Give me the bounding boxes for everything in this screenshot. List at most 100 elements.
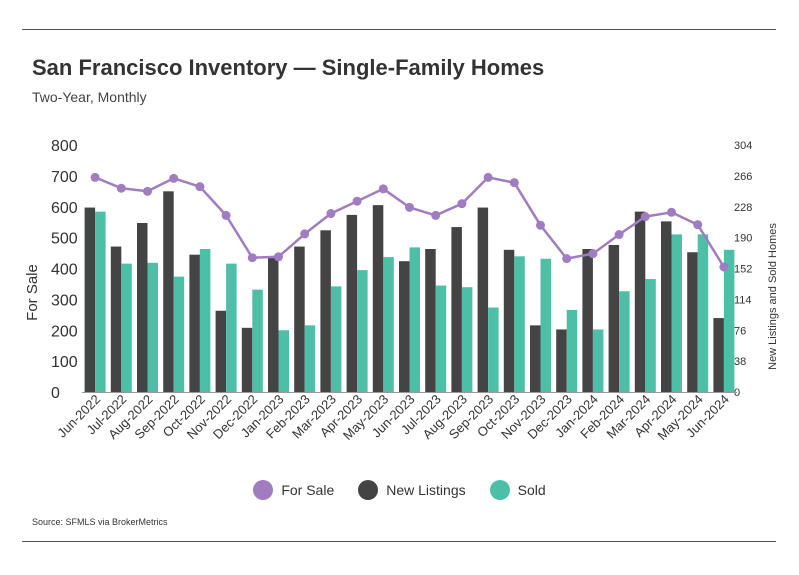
new-listings-bar bbox=[215, 310, 227, 392]
right-axis-tick-label: 38 bbox=[734, 356, 746, 368]
new-listings-bar bbox=[713, 318, 724, 392]
sold-bar bbox=[540, 258, 551, 392]
sold-bar bbox=[121, 263, 132, 392]
sold-bar bbox=[619, 291, 630, 392]
new-listings-bar bbox=[189, 254, 200, 392]
top-rule bbox=[22, 29, 776, 30]
chart-title: San Francisco Inventory — Single-Family … bbox=[32, 55, 545, 80]
new-listings-bar bbox=[241, 327, 253, 392]
new-listings-bar bbox=[425, 249, 436, 392]
for-sale-point bbox=[326, 209, 336, 219]
new-listings-bar bbox=[320, 230, 331, 392]
for-sale-point bbox=[509, 178, 519, 188]
new-listings-bar bbox=[110, 246, 122, 392]
new-listings-bar bbox=[294, 246, 305, 392]
for-sale-point bbox=[169, 173, 179, 183]
left-axis-tick-label: 0 bbox=[51, 385, 60, 402]
legend-marker-for-sale bbox=[253, 480, 274, 500]
right-axis-title: New Listings and Sold Homes bbox=[767, 223, 779, 370]
for-sale-point bbox=[143, 186, 152, 196]
legend-label-for-sale: For Sale bbox=[281, 482, 335, 498]
right-axis-tick-label: 0 bbox=[734, 387, 740, 399]
chart-subtitle: Two-Year, Monthly bbox=[32, 89, 147, 105]
left-axis-tick-label: 400 bbox=[51, 262, 78, 279]
new-listings-bar bbox=[346, 214, 358, 392]
new-listings-bar bbox=[661, 221, 672, 392]
right-axis-tick-label: 228 bbox=[734, 202, 752, 214]
for-sale-point bbox=[247, 253, 257, 263]
for-sale-point bbox=[457, 199, 467, 209]
legend-marker-sold bbox=[489, 480, 510, 500]
sold-bar bbox=[357, 270, 368, 392]
for-sale-point bbox=[274, 252, 283, 262]
right-axis-tick-label: 304 bbox=[734, 140, 752, 152]
for-sale-point bbox=[693, 220, 703, 230]
for-sale-point bbox=[90, 172, 100, 182]
new-listings-bar bbox=[372, 205, 384, 392]
bottom-rule bbox=[22, 541, 776, 542]
right-axis-tick-label: 266 bbox=[734, 171, 752, 183]
for-sale-point bbox=[378, 184, 388, 194]
for-sale-point bbox=[562, 254, 572, 264]
for-sale-point bbox=[405, 202, 414, 212]
new-listings-bar bbox=[268, 256, 279, 392]
sold-bar bbox=[199, 249, 211, 392]
for-sale-point bbox=[195, 182, 205, 192]
sold-bar bbox=[461, 287, 473, 392]
new-listings-bar bbox=[582, 249, 593, 392]
for-sale-point bbox=[667, 207, 676, 217]
for-sale-point bbox=[352, 196, 362, 206]
chart-legend: For Sale New Listings Sold bbox=[0, 480, 799, 500]
sold-bar bbox=[645, 279, 656, 392]
legend-item-for-sale: For Sale bbox=[253, 480, 334, 500]
for-sale-point bbox=[614, 230, 624, 240]
for-sale-point bbox=[640, 212, 650, 222]
for-sale-point bbox=[588, 249, 598, 259]
legend-marker-new-listings bbox=[358, 480, 379, 500]
left-axis-tick-label: 600 bbox=[51, 200, 78, 217]
sold-bar bbox=[147, 262, 158, 392]
new-listings-bar bbox=[84, 207, 96, 392]
sold-bar bbox=[330, 286, 342, 392]
sold-bar bbox=[409, 247, 420, 392]
new-listings-bar bbox=[477, 207, 489, 392]
new-listings-bar bbox=[687, 252, 698, 392]
new-listings-bar bbox=[399, 261, 410, 392]
new-listings-bar bbox=[530, 325, 541, 392]
right-axis-tick-label: 190 bbox=[734, 233, 752, 245]
sold-bar bbox=[697, 234, 709, 392]
source-note: Source: SFMLS via BrokerMetrics bbox=[32, 517, 168, 527]
new-listings-bar bbox=[451, 227, 462, 392]
new-listings-bar bbox=[556, 329, 567, 392]
left-axis-tick-label: 800 bbox=[51, 138, 78, 155]
sold-bar bbox=[95, 211, 106, 392]
new-listings-bar bbox=[503, 249, 515, 392]
legend-item-sold: Sold bbox=[489, 480, 546, 500]
for-sale-point bbox=[300, 229, 310, 239]
legend-label-new-listings: New Listings bbox=[386, 482, 466, 498]
for-sale-point bbox=[116, 183, 126, 193]
for-sale-point bbox=[536, 220, 545, 230]
right-axis-tick-label: 76 bbox=[734, 325, 746, 337]
legend-label-sold: Sold bbox=[517, 482, 546, 498]
sold-bar bbox=[252, 289, 263, 392]
sold-bar bbox=[566, 309, 578, 392]
sold-bar bbox=[278, 330, 289, 392]
sold-bar bbox=[723, 249, 735, 392]
right-axis-tick-label: 114 bbox=[734, 294, 752, 306]
for-sale-point bbox=[431, 210, 441, 220]
new-listings-bar bbox=[163, 191, 174, 392]
sold-bar bbox=[304, 325, 316, 392]
for-sale-point bbox=[221, 210, 231, 220]
left-axis-tick-label: 100 bbox=[51, 354, 78, 371]
sold-bar bbox=[488, 307, 499, 392]
new-listings-bar bbox=[608, 244, 620, 392]
sold-bar bbox=[383, 257, 394, 392]
new-listings-bar bbox=[137, 223, 148, 392]
sold-bar bbox=[514, 256, 525, 392]
left-axis-tick-label: 700 bbox=[51, 169, 78, 186]
legend-item-new-listings: New Listings bbox=[358, 480, 466, 500]
for-sale-point bbox=[483, 172, 493, 182]
new-listings-bar bbox=[634, 211, 646, 392]
